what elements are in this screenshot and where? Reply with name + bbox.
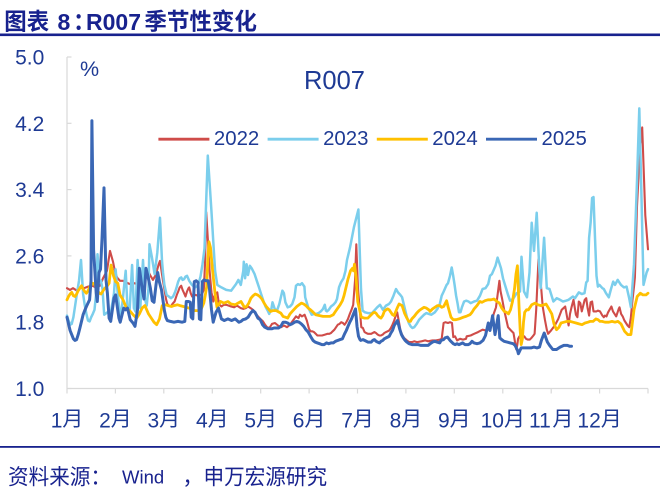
svg-text:11: 11 — [529, 409, 551, 432]
svg-text:Wind: Wind — [122, 467, 164, 488]
svg-text:2023: 2023 — [323, 128, 368, 150]
svg-text:2: 2 — [99, 409, 111, 432]
svg-text:5.0: 5.0 — [15, 47, 44, 70]
svg-text:9: 9 — [438, 409, 450, 432]
svg-text:R007: R007 — [304, 67, 365, 95]
svg-text:8: 8 — [58, 9, 71, 35]
svg-text:5: 5 — [244, 409, 256, 432]
svg-text:2024: 2024 — [432, 128, 477, 150]
svg-text:10: 10 — [481, 409, 504, 432]
svg-text:1.0: 1.0 — [15, 378, 44, 401]
svg-text:1.8: 1.8 — [15, 312, 44, 335]
svg-text:3: 3 — [148, 409, 160, 432]
svg-text:12: 12 — [577, 409, 600, 432]
svg-text:R007: R007 — [86, 9, 141, 35]
svg-text:2025: 2025 — [542, 128, 587, 150]
svg-text:3.4: 3.4 — [15, 179, 45, 202]
svg-text:4: 4 — [196, 409, 208, 432]
svg-text:4.2: 4.2 — [15, 113, 44, 136]
svg-text:7: 7 — [341, 409, 353, 432]
svg-text:2022: 2022 — [214, 128, 259, 150]
svg-text:2.6: 2.6 — [15, 245, 44, 268]
svg-text:%: % — [80, 57, 99, 81]
svg-text:1: 1 — [51, 409, 63, 432]
svg-text:6: 6 — [293, 409, 305, 432]
svg-text:8: 8 — [390, 409, 402, 432]
